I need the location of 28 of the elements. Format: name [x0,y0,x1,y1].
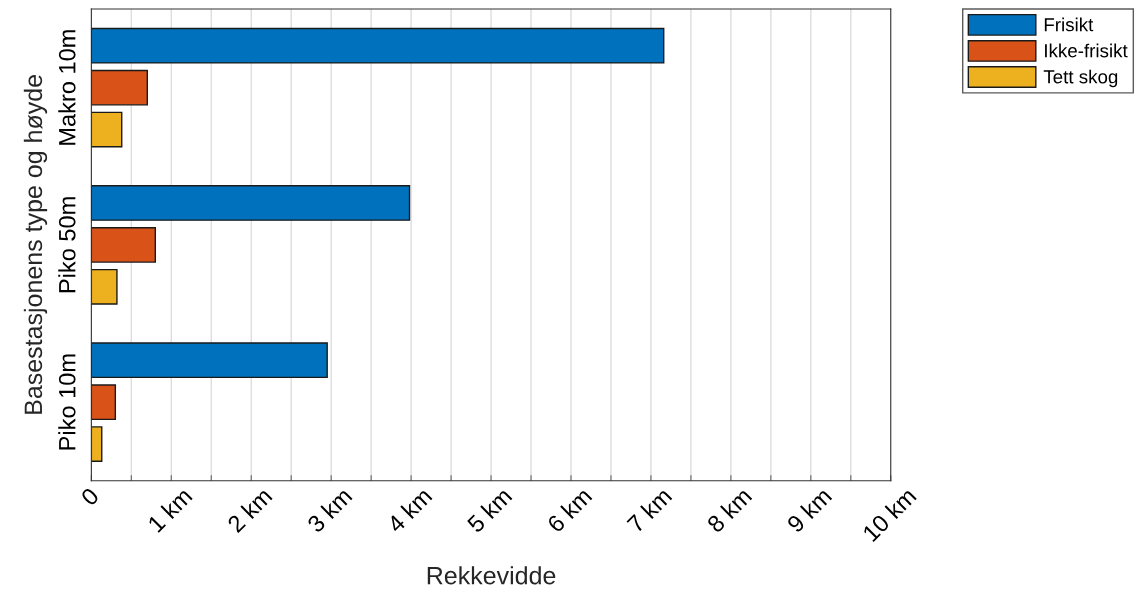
x-tick-label: 5 km [465,486,513,534]
legend-label: Frisikt [1044,17,1094,32]
bar [91,426,103,462]
bar [91,384,117,421]
legend-label: Tett skog [1043,69,1118,88]
legend-label: Ikke-frisikt [1045,43,1128,58]
y-tick-label: Piko 10m [58,354,76,450]
bar [91,268,118,305]
x-tick-label: 10 km [861,486,917,543]
bar [91,69,149,106]
y-tick-label: Piko 50m [58,197,76,293]
x-axis-title: Rekkevidde [427,566,556,585]
x-tick-label: 6 km [545,486,593,534]
x-tick-label: 0 [80,486,100,507]
bar [91,227,157,263]
y-axis-title: Basestasjonens type og høyde [23,75,48,414]
y-tick-label: Makro 10m [58,30,76,145]
x-tick-label: 1 km [146,486,193,533]
x-tick-label: 2 km [226,486,273,534]
bar [91,342,328,379]
bar [91,111,123,148]
bar [91,27,665,64]
x-tick-label: 4 km [385,486,433,534]
x-tick-label: 3 km [305,486,353,534]
x-tick-label: 8 km [705,486,753,534]
x-tick-label: 9 km [785,486,833,534]
bar [91,185,411,221]
x-tick-label: 7 km [625,486,673,534]
